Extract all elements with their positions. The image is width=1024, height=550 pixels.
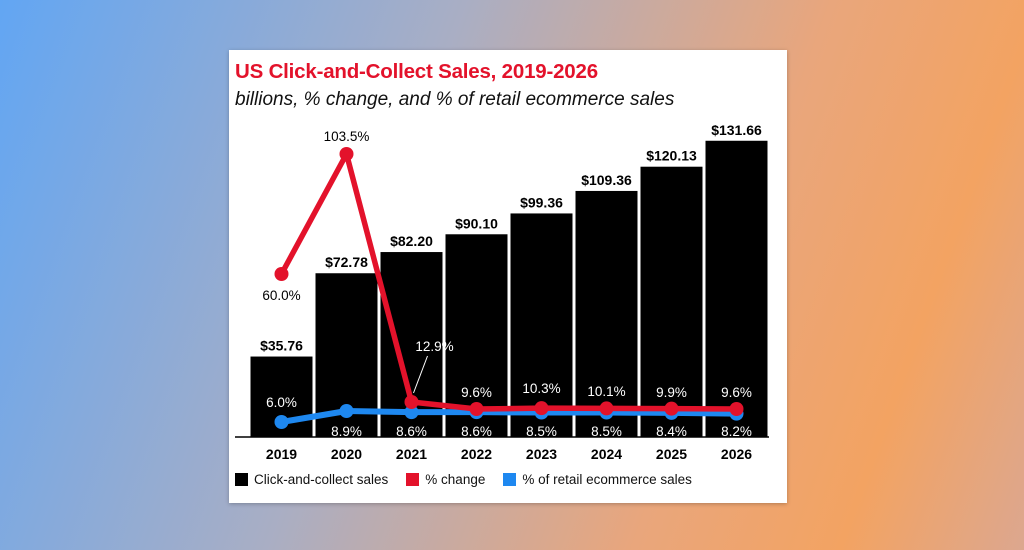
x-tick-label: 2025	[656, 446, 687, 462]
x-tick-label: 2024	[591, 446, 622, 462]
bar-value-label: $131.66	[711, 122, 762, 138]
legend-swatch-sales	[235, 473, 248, 486]
change-value-label: 9.6%	[461, 385, 492, 400]
share-line	[278, 408, 740, 425]
x-tick-label: 2026	[721, 446, 752, 462]
x-tick-label: 2022	[461, 446, 492, 462]
change-value-label: 9.9%	[656, 385, 687, 400]
bar-value-label: $90.10	[455, 215, 498, 231]
share-value-label: 8.9%	[331, 424, 362, 439]
legend-item-share: % of retail ecommerce sales	[503, 472, 692, 487]
share-point-2019	[274, 415, 289, 429]
chart-subtitle: billions, % change, and % of retail ecom…	[235, 89, 675, 110]
change-label-leader	[413, 355, 428, 394]
bar-value-label: $99.36	[520, 194, 563, 210]
share-value-label: 8.2%	[721, 424, 752, 439]
legend-swatch-share	[503, 473, 517, 486]
change-point-2024	[599, 401, 614, 416]
bar-2025	[640, 166, 703, 437]
bar-value-label: $120.13	[646, 148, 697, 164]
change-point-2021	[404, 395, 419, 409]
change-point-2025	[664, 401, 679, 416]
x-tick-label: 2020	[331, 446, 362, 462]
chart-title: US Click-and-Collect Sales, 2019-2026	[235, 60, 598, 83]
change-point-2023	[534, 401, 549, 416]
change-value-label: 10.1%	[587, 384, 625, 399]
bar-value-label: $109.36	[581, 172, 632, 188]
change-value-label: 60.0%	[262, 288, 300, 303]
bar-2024	[575, 190, 638, 437]
change-point-2022	[469, 402, 484, 416]
legend-label-change: % change	[425, 472, 486, 487]
bar-2026	[705, 140, 768, 437]
change-value-label: 10.3%	[522, 381, 560, 396]
bar-value-label: $35.76	[260, 338, 303, 354]
share-point-2020	[339, 404, 354, 418]
legend-label-share: % of retail ecommerce sales	[522, 472, 692, 487]
legend-swatch-change	[406, 473, 420, 486]
x-tick-label: 2023	[526, 446, 557, 462]
change-line	[278, 151, 740, 412]
share-value-label: 6.0%	[266, 395, 297, 410]
bar-value-label: $72.78	[325, 254, 368, 270]
bar-value-label: $82.20	[390, 233, 433, 249]
share-value-label: 8.6%	[461, 424, 492, 439]
combo-chart: $35.76 $72.78 $82.20 $90.10 $99.36 $109.36 $12…	[235, 122, 769, 462]
change-point-2026	[729, 402, 744, 416]
share-value-label: 8.6%	[396, 424, 427, 439]
legend-item-change: % change	[406, 472, 485, 487]
legend-item-sales: Click-and-collect sales	[235, 472, 388, 487]
share-point-2021	[404, 405, 419, 420]
share-value-label: 8.5%	[526, 424, 557, 439]
chart-legend: Click-and-collect sales % change % of re…	[235, 472, 710, 487]
x-tick-label: 2019	[266, 446, 297, 462]
share-value-label: 8.5%	[591, 424, 622, 439]
change-value-label: 9.6%	[721, 385, 752, 400]
x-tick-label: 2021	[396, 446, 427, 462]
bar-2023	[510, 213, 573, 437]
change-value-label: 12.9%	[415, 339, 453, 354]
chart-card: US Click-and-Collect Sales, 2019-2026 bi…	[229, 50, 787, 503]
change-point-2020	[339, 147, 354, 161]
legend-label-sales: Click-and-collect sales	[254, 472, 389, 487]
share-value-label: 8.4%	[656, 424, 687, 439]
change-point-2019	[274, 267, 289, 281]
change-value-label: 103.5%	[324, 129, 370, 144]
